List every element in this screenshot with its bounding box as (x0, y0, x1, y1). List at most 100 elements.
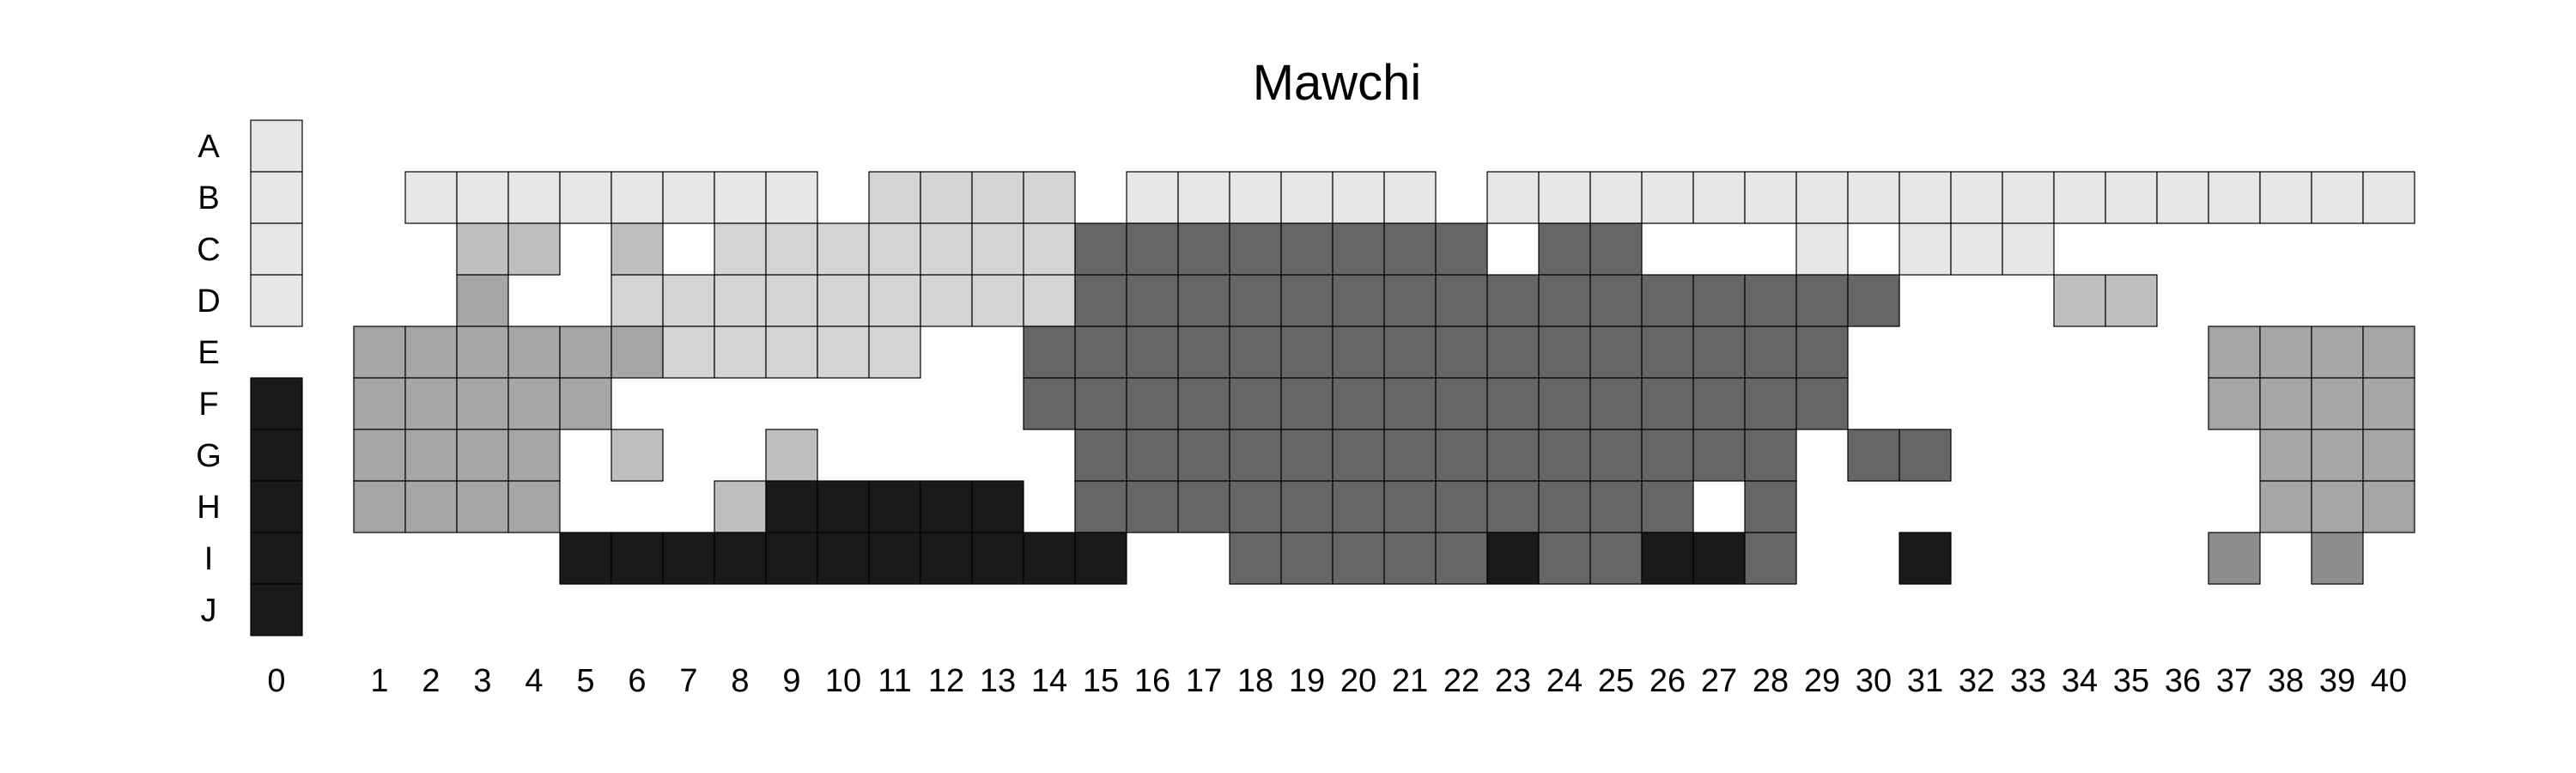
heatmap-cell-C-8 (714, 222, 767, 276)
heatmap-cell-I-14 (1023, 532, 1076, 585)
heatmap-cell-G-30 (1847, 429, 1900, 482)
row-label-G: G (196, 438, 222, 474)
column-label-21: 21 (1392, 663, 1428, 699)
heatmap-cell-C-4 (507, 222, 561, 276)
column-label-34: 34 (2062, 663, 2098, 699)
heatmap-cell-F-40 (2362, 377, 2415, 430)
heatmap-cell-D-20 (1332, 274, 1385, 327)
heatmap-cell-G-20 (1332, 429, 1385, 482)
heatmap-cell-E-19 (1280, 326, 1334, 379)
heatmap-cell-F-18 (1229, 377, 1282, 430)
heatmap-cell-F-37 (2208, 377, 2261, 430)
heatmap-cell-E-3 (456, 326, 509, 379)
column-label-29: 29 (1804, 663, 1840, 699)
column-label-35: 35 (2113, 663, 2149, 699)
heatmap-cell-B-26 (1641, 171, 1694, 224)
heatmap-cell-B-4 (507, 171, 561, 224)
heatmap-cell-B-35 (2105, 171, 2158, 224)
heatmap-cell-B-20 (1332, 171, 1385, 224)
heatmap-cell-F-3 (456, 377, 509, 430)
column-label-25: 25 (1598, 663, 1634, 699)
heatmap-cell-F-27 (1692, 377, 1746, 430)
column-label-33: 33 (2010, 663, 2046, 699)
heatmap-cell-D-29 (1795, 274, 1849, 327)
heatmap-cell-G-21 (1383, 429, 1437, 482)
heatmap-cell-H-23 (1486, 480, 1540, 533)
column-label-17: 17 (1186, 663, 1222, 699)
heatmap-cell-D-35 (2105, 274, 2158, 327)
heatmap-cell-F-24 (1538, 377, 1591, 430)
heatmap-cell-D-3 (456, 274, 509, 327)
heatmap-cell-G-25 (1589, 429, 1643, 482)
column-label-4: 4 (525, 663, 543, 699)
column-label-27: 27 (1701, 663, 1737, 699)
column-label-38: 38 (2268, 663, 2304, 699)
heatmap-cell-B-17 (1177, 171, 1230, 224)
heatmap-cell-I-39 (2311, 532, 2364, 585)
heatmap-cell-B-24 (1538, 171, 1591, 224)
heatmap-cell-G-6 (611, 429, 664, 482)
heatmap-cell-E-23 (1486, 326, 1540, 379)
column-label-39: 39 (2319, 663, 2355, 699)
column-label-6: 6 (628, 663, 646, 699)
heatmap-cell-B-7 (662, 171, 715, 224)
heatmap-cell-I-7 (662, 532, 715, 585)
heatmap-cell-D-11 (868, 274, 921, 327)
heatmap-cell-D-17 (1177, 274, 1230, 327)
heatmap-cell-C-3 (456, 222, 509, 276)
column-label-20: 20 (1340, 663, 1376, 699)
heatmap-cell-D-12 (920, 274, 973, 327)
heatmap-cell-B-5 (559, 171, 612, 224)
heatmap-cell-H-8 (714, 480, 767, 533)
heatmap-cell-C-12 (920, 222, 973, 276)
heatmap-cell-D-26 (1641, 274, 1694, 327)
column-label-14: 14 (1031, 663, 1067, 699)
heatmap-cell-E-8 (714, 326, 767, 379)
heatmap-cell-B-40 (2362, 171, 2415, 224)
heatmap-cell-I-5 (559, 532, 612, 585)
heatmap-cell-I-8 (714, 532, 767, 585)
heatmap-cell-H-3 (456, 480, 509, 533)
heatmap-cell-I-11 (868, 532, 921, 585)
heatmap-cell-I-31 (1899, 532, 1952, 585)
heatmap-cell-F-4 (507, 377, 561, 430)
heatmap-cell-B-14 (1023, 171, 1076, 224)
heatmap-cell-I-26 (1641, 532, 1694, 585)
heatmap-cell-F-16 (1126, 377, 1179, 430)
heatmap-cell-H-10 (817, 480, 870, 533)
heatmap-cell-E-11 (868, 326, 921, 379)
heatmap-cell-E-37 (2208, 326, 2261, 379)
column-label-24: 24 (1546, 663, 1583, 699)
column-label-31: 31 (1907, 663, 1943, 699)
heatmap-cell-B-18 (1229, 171, 1282, 224)
heatmap-cell-D-18 (1229, 274, 1282, 327)
heatmap-cell-H-1 (353, 480, 406, 533)
heatmap-cell-F-22 (1435, 377, 1488, 430)
heatmap-cell-E-7 (662, 326, 715, 379)
row-label-F: F (198, 386, 218, 423)
column-labels: 0 1 2 3 4 5 6 7 8 9 10 11 12 13 14 15 16 17 18 19 20 21 22 23 24… (267, 663, 2407, 699)
heatmap-cell-B-32 (1950, 171, 2003, 224)
heatmap-cell-F-14 (1023, 377, 1076, 430)
heatmap-cell-E-9 (765, 326, 818, 379)
heatmap-cell-B-11 (868, 171, 921, 224)
heatmap-cell-I-21 (1383, 532, 1437, 585)
heatmap-cell-G-15 (1074, 429, 1127, 482)
heatmap-cell-I-28 (1744, 532, 1797, 585)
heatmap-cell-G-2 (404, 429, 458, 482)
heatmap-cell-E-28 (1744, 326, 1797, 379)
heatmap-cell-A-0 (250, 119, 303, 173)
column-label-11: 11 (878, 663, 911, 699)
heatmap-cell-C-29 (1795, 222, 1849, 276)
row-label-E: E (197, 335, 219, 371)
heatmap-cell-D-7 (662, 274, 715, 327)
heatmap-cell-E-27 (1692, 326, 1746, 379)
heatmap-cell-I-15 (1074, 532, 1127, 585)
heatmap-cell-D-19 (1280, 274, 1334, 327)
heatmap-cell-F-25 (1589, 377, 1643, 430)
heatmap-cell-D-9 (765, 274, 818, 327)
heatmap-cell-H-21 (1383, 480, 1437, 533)
column-label-19: 19 (1289, 663, 1325, 699)
heatmap-cell-F-29 (1795, 377, 1849, 430)
